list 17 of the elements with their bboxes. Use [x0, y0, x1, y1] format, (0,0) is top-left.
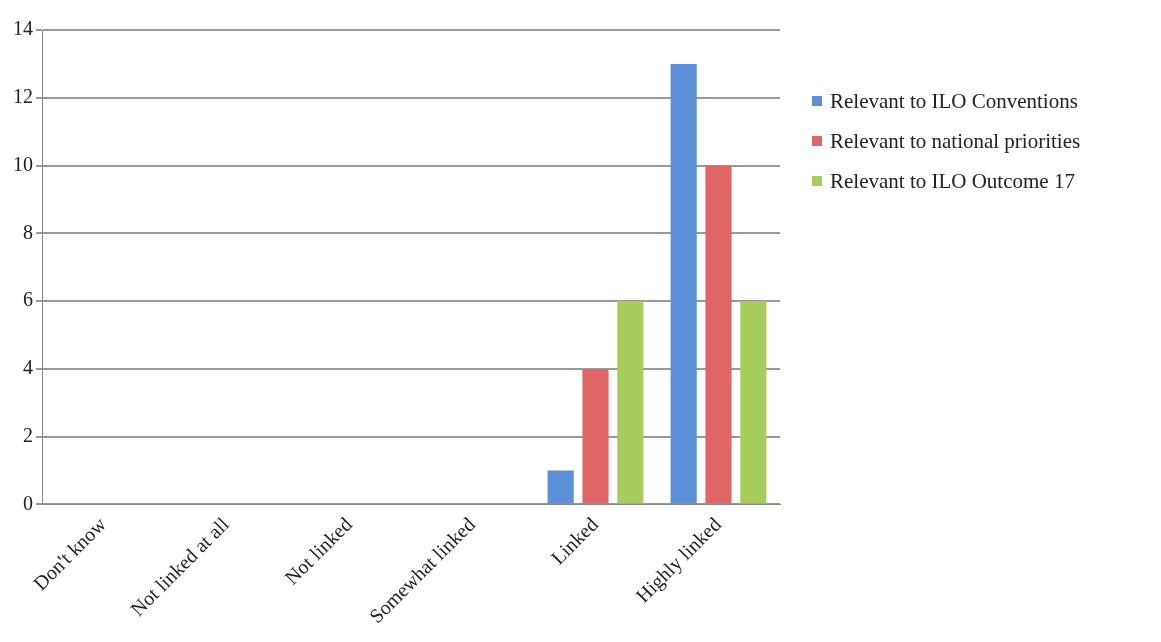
bar — [547, 470, 574, 504]
y-tick-label: 0 — [23, 491, 33, 514]
bar — [582, 368, 609, 504]
y-tick-label: 6 — [23, 288, 33, 311]
legend-label: Relevant to national priorities — [830, 128, 1081, 155]
y-tick-label: 14 — [13, 17, 33, 40]
y-tick-label: 4 — [23, 356, 33, 379]
bar — [670, 63, 697, 504]
y-tick-label: 2 — [23, 423, 33, 446]
legend-label: Relevant to ILO Conventions — [830, 88, 1078, 115]
y-tick-label: 12 — [13, 85, 33, 108]
y-tick-label: 10 — [13, 152, 33, 175]
bar — [617, 301, 644, 504]
bar — [740, 301, 767, 504]
y-tick-label: 8 — [23, 220, 33, 243]
legend-label: Relevant to ILO Outcome 17 — [830, 168, 1075, 195]
bar — [705, 165, 732, 504]
